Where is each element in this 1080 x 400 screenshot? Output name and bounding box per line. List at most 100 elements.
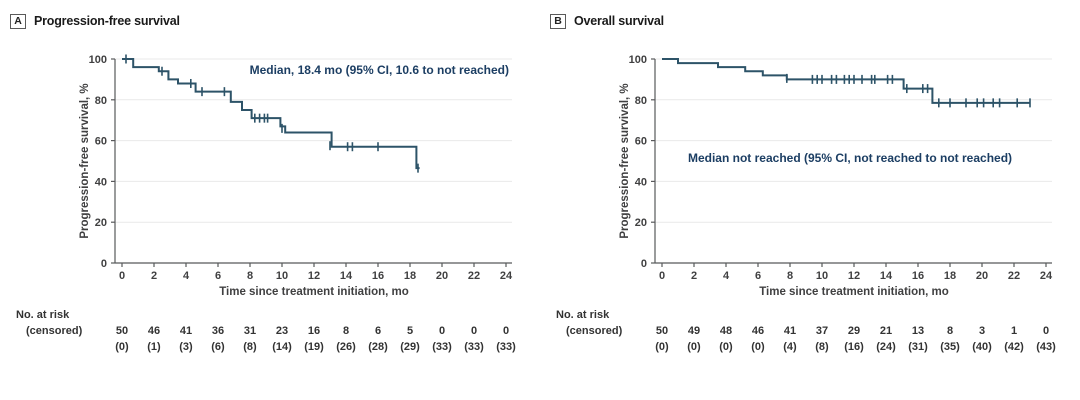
risk-censored-value: (42)	[1004, 341, 1024, 353]
panel-b-title: Overall survival	[574, 14, 664, 28]
y-tick-label: 80	[635, 95, 647, 107]
x-tick-label: 8	[247, 270, 253, 282]
risk-censored-value: (28)	[368, 341, 388, 353]
risk-at-risk-value: 8	[343, 325, 349, 337]
x-tick-label: 6	[215, 270, 221, 282]
risk-at-risk-value: 23	[276, 325, 288, 337]
risk-censored-value: (31)	[908, 341, 928, 353]
risk-table-label: (censored)	[566, 325, 623, 337]
x-tick-label: 12	[308, 270, 320, 282]
risk-censored-value: (0)	[751, 341, 765, 353]
x-axis-title: Time since treatment initiation, mo	[219, 286, 409, 298]
risk-at-risk-value: 48	[720, 325, 732, 337]
x-tick-label: 6	[755, 270, 761, 282]
km-curve	[662, 58, 1030, 104]
y-tick-label: 0	[641, 258, 647, 270]
x-tick-label: 12	[848, 270, 860, 282]
risk-at-risk-value: 5	[407, 325, 413, 337]
risk-at-risk-value: 13	[912, 325, 924, 337]
y-tick-label: 0	[101, 258, 107, 270]
risk-censored-value: (0)	[687, 341, 701, 353]
risk-at-risk-value: 31	[244, 325, 256, 337]
risk-censored-value: (0)	[719, 341, 733, 353]
median-annotation: Median, 18.4 mo (95% CI, 10.6 to not rea…	[250, 63, 509, 77]
risk-at-risk-value: 16	[308, 325, 320, 337]
y-tick-label: 20	[95, 217, 107, 229]
risk-table-label: No. at risk	[556, 309, 610, 321]
panel-b-letter-badge: B	[550, 13, 566, 29]
risk-censored-value: (29)	[400, 341, 420, 353]
risk-at-risk-value: 49	[688, 325, 700, 337]
risk-table-label: No. at risk	[16, 309, 70, 321]
x-tick-label: 18	[944, 270, 956, 282]
risk-censored-value: (24)	[876, 341, 896, 353]
x-tick-label: 22	[1008, 270, 1020, 282]
y-tick-label: 60	[635, 136, 647, 148]
risk-at-risk-value: 41	[180, 325, 192, 337]
risk-at-risk-value: 46	[752, 325, 764, 337]
risk-at-risk-value: 41	[784, 325, 796, 337]
x-tick-label: 4	[183, 270, 190, 282]
y-axis-title: Progression-free survival, %	[79, 83, 91, 238]
x-tick-label: 2	[691, 270, 697, 282]
y-axis-title: Progression-free survival, %	[619, 83, 631, 238]
x-tick-label: 20	[976, 270, 988, 282]
x-tick-label: 2	[151, 270, 157, 282]
risk-at-risk-value: 0	[1043, 325, 1049, 337]
panel-a-header: A Progression-free survival	[0, 0, 540, 30]
risk-censored-value: (1)	[147, 341, 161, 353]
risk-censored-value: (35)	[940, 341, 960, 353]
risk-at-risk-value: 50	[656, 325, 668, 337]
y-tick-label: 80	[95, 95, 107, 107]
risk-censored-value: (0)	[655, 341, 669, 353]
panel-b-header: B Overall survival	[540, 0, 1080, 30]
x-tick-label: 14	[340, 270, 353, 282]
x-tick-label: 24	[500, 270, 513, 282]
risk-at-risk-value: 1	[1011, 325, 1017, 337]
x-tick-label: 16	[912, 270, 924, 282]
risk-at-risk-value: 37	[816, 325, 828, 337]
risk-censored-value: (26)	[336, 341, 356, 353]
risk-at-risk-value: 0	[503, 325, 509, 337]
y-tick-label: 40	[635, 176, 647, 188]
risk-at-risk-value: 0	[439, 325, 445, 337]
x-tick-label: 22	[468, 270, 480, 282]
risk-censored-value: (33)	[496, 341, 516, 353]
risk-censored-value: (8)	[815, 341, 829, 353]
x-axis-title: Time since treatment initiation, mo	[759, 286, 949, 298]
panel-b: B Overall survival 0 20 40 60 80 100 0 2 4 6 8 10 12…	[540, 0, 1080, 400]
risk-censored-value: (14)	[272, 341, 292, 353]
risk-censored-value: (6)	[211, 341, 225, 353]
risk-censored-value: (3)	[179, 341, 193, 353]
x-tick-label: 0	[659, 270, 665, 282]
risk-table-label: (censored)	[26, 325, 83, 337]
risk-at-risk-value: 29	[848, 325, 860, 337]
risk-censored-value: (8)	[243, 341, 257, 353]
risk-censored-value: (33)	[464, 341, 484, 353]
risk-at-risk-value: 50	[116, 325, 128, 337]
x-tick-label: 8	[787, 270, 793, 282]
y-tick-label: 60	[95, 136, 107, 148]
risk-at-risk-value: 36	[212, 325, 224, 337]
panel-a: A Progression-free survival 0 20 40 60 80 100…	[0, 0, 540, 353]
x-tick-label: 16	[372, 270, 384, 282]
risk-at-risk-value: 46	[148, 325, 160, 337]
risk-at-risk-value: 3	[979, 325, 985, 337]
y-tick-label: 100	[89, 54, 107, 66]
panel-a-letter-badge: A	[10, 13, 26, 29]
x-tick-label: 10	[816, 270, 828, 282]
risk-at-risk-value: 6	[375, 325, 381, 337]
x-tick-label: 18	[404, 270, 416, 282]
risk-at-risk-value: 21	[880, 325, 892, 337]
x-tick-label: 0	[119, 270, 125, 282]
risk-at-risk-value: 0	[471, 325, 477, 337]
risk-censored-value: (0)	[115, 341, 129, 353]
panel-a-title: Progression-free survival	[34, 14, 180, 28]
x-tick-label: 24	[1040, 270, 1053, 282]
median-annotation: Median not reached (95% CI, not reached …	[688, 151, 1012, 165]
x-tick-label: 14	[880, 270, 893, 282]
y-tick-label: 100	[629, 54, 647, 66]
risk-censored-value: (16)	[844, 341, 864, 353]
